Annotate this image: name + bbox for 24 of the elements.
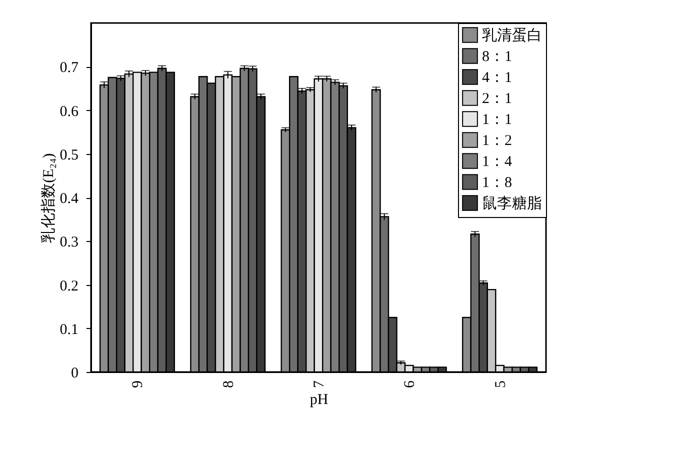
legend-label: 2：1 [482,91,512,107]
x-tick-label: 6 [402,380,418,388]
y-tick-label: 0.3 [60,234,78,251]
x-axis-title: pH [310,392,328,408]
y-tick-label: 0.2 [60,278,78,294]
legend-label: 1：4 [482,154,512,170]
y-tick-label: 0.6 [60,104,79,120]
legend-label: 1：2 [482,133,512,149]
y-tick-label: 0.7 [60,60,79,76]
legend-label: 4：1 [482,70,512,86]
legend-label: 乳清蛋白 [482,27,542,44]
y-tick-label: 0.5 [60,147,78,164]
legend-label: 1：8 [482,175,512,191]
y-tick-label: 0.1 [60,322,78,338]
y-axis-title: 乳化指数(E₂₄) [40,153,57,243]
y-tick-label: 0.4 [60,191,79,207]
x-tick-label: 7 [312,380,328,388]
legend-label: 8：1 [482,49,512,65]
legend-label: 1：1 [482,112,512,128]
x-tick-label: 8 [220,380,237,388]
legend-label: 鼠李糖脂 [482,195,542,212]
x-tick-label: 5 [492,380,509,388]
y-tick-label: 0 [71,366,78,382]
x-tick-label: 9 [130,380,146,388]
